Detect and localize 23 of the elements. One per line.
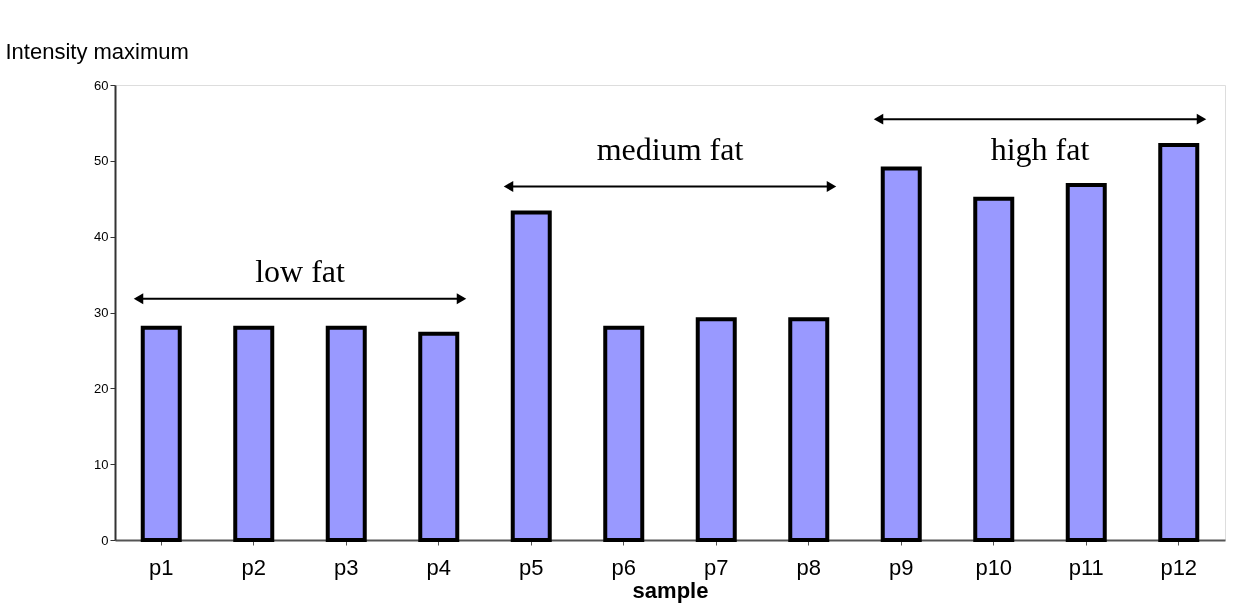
annotation: medium fat	[596, 130, 744, 167]
y-tick-label: 50	[94, 153, 109, 169]
x-tick-label: p6	[611, 554, 636, 580]
y-tick-label: 0	[101, 532, 109, 548]
y-tick-label: 30	[94, 305, 109, 320]
y-axis-title: Intensity maximum	[5, 38, 189, 64]
y-tick-label: 20	[94, 380, 109, 396]
x-tick-label: p2	[241, 554, 266, 580]
x-tick-label: p12	[1160, 554, 1198, 580]
x-tick-label: p4	[426, 554, 451, 580]
x-tick-label: p1	[149, 554, 174, 580]
y-tick-label: 40	[94, 229, 109, 245]
x-tick-label: p9	[889, 554, 914, 580]
x-tick-label: p11	[1068, 554, 1104, 580]
annotation: high fat	[990, 130, 1090, 167]
annotation: low fat	[255, 252, 345, 289]
x-tick-label: p7	[704, 554, 729, 580]
y-tick-label: 10	[94, 456, 109, 472]
y-tick-label: 60	[94, 77, 109, 93]
x-tick-label: p10	[975, 554, 1013, 580]
x-tick-label: p5	[519, 554, 544, 580]
x-tick-label: p3	[334, 554, 359, 580]
x-tick-label: p8	[796, 554, 821, 580]
